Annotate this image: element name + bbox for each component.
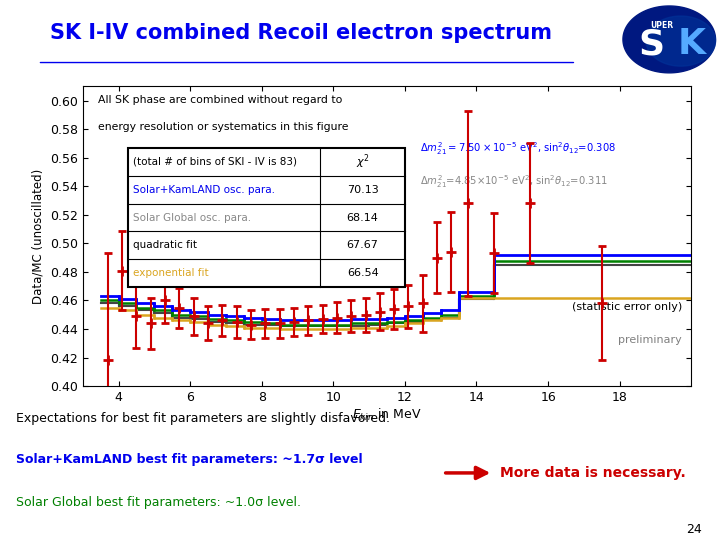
Text: Solar+KamLAND osc. para.: Solar+KamLAND osc. para.	[133, 185, 275, 194]
Text: energy resolution or systematics in this figure: energy resolution or systematics in this…	[98, 123, 348, 132]
X-axis label: $E_{kin}$ in MeV: $E_{kin}$ in MeV	[352, 407, 422, 423]
Text: SK I-IV combined Recoil electron spectrum: SK I-IV combined Recoil electron spectru…	[50, 23, 552, 43]
Text: Solar Global best fit parameters: ~1.0σ level.: Solar Global best fit parameters: ~1.0σ …	[16, 496, 301, 509]
Text: S: S	[639, 28, 665, 62]
Text: $\chi^2$: $\chi^2$	[356, 152, 369, 171]
Polygon shape	[646, 16, 716, 66]
Text: 24: 24	[686, 523, 702, 536]
Text: (statistic error only): (statistic error only)	[572, 302, 682, 312]
Text: 68.14: 68.14	[347, 213, 379, 222]
Text: Solar+KamLAND best fit parameters: ~1.7σ level: Solar+KamLAND best fit parameters: ~1.7σ…	[16, 453, 362, 465]
Text: 67.67: 67.67	[347, 240, 379, 251]
Text: (total # of bins of SKI - IV is 83): (total # of bins of SKI - IV is 83)	[133, 157, 297, 167]
Text: 70.13: 70.13	[347, 185, 379, 194]
Text: preliminary: preliminary	[618, 335, 682, 345]
FancyBboxPatch shape	[128, 148, 405, 287]
Text: UPER: UPER	[651, 21, 674, 30]
Text: 66.54: 66.54	[347, 268, 379, 278]
Text: $\Delta m^2_{21}=7.50\times10^{-5}$ eV$^2$, sin$^2\theta_{12}$=0.308: $\Delta m^2_{21}=7.50\times10^{-5}$ eV$^…	[420, 140, 617, 157]
Polygon shape	[623, 6, 716, 73]
Text: Expectations for best fit parameters are slightly disfavored.: Expectations for best fit parameters are…	[16, 411, 390, 424]
Text: All SK phase are combined without regard to: All SK phase are combined without regard…	[98, 96, 343, 105]
Y-axis label: Data/MC (unoscillated): Data/MC (unoscillated)	[32, 168, 45, 304]
Text: Solar Global osc. para.: Solar Global osc. para.	[133, 213, 251, 222]
Text: K: K	[678, 28, 706, 62]
Text: More data is necessary.: More data is necessary.	[500, 466, 686, 480]
Text: quadratic fit: quadratic fit	[133, 240, 197, 251]
Text: exponential fit: exponential fit	[133, 268, 209, 278]
Text: $\Delta m^2_{21}$=4.85$\times10^{-5}$ eV$^2$, sin$^2\theta_{12}$=0.311: $\Delta m^2_{21}$=4.85$\times10^{-5}$ eV…	[420, 173, 608, 190]
